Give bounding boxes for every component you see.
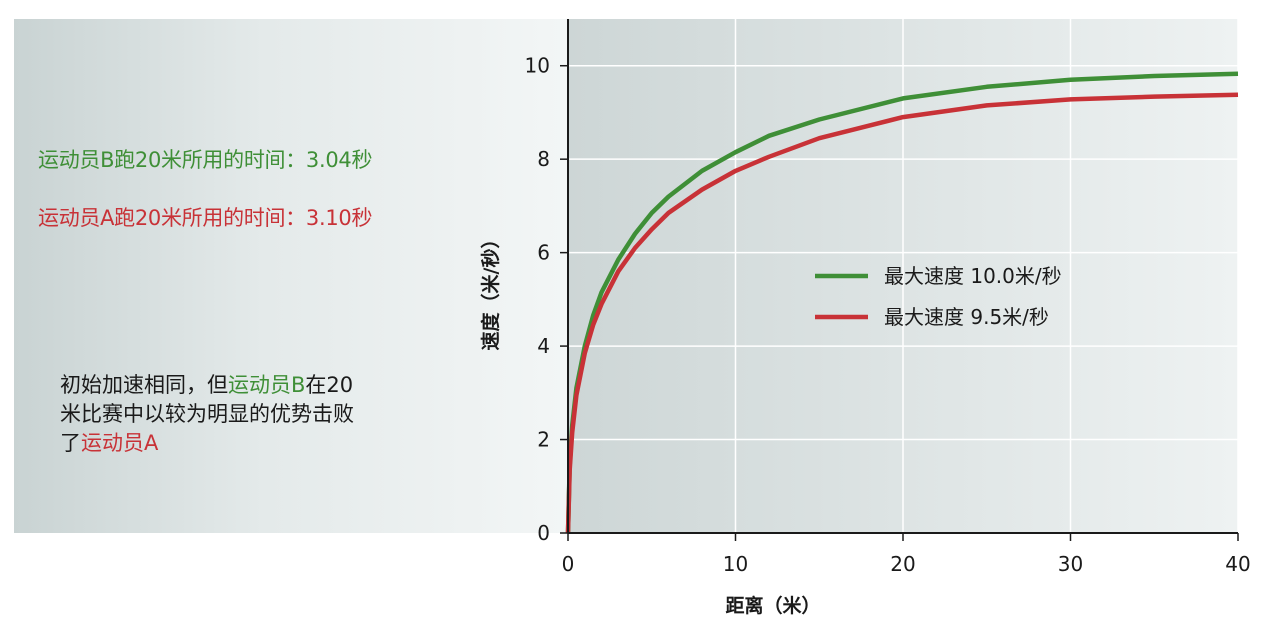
x-axis-title: 距离（米） bbox=[725, 594, 820, 617]
series-lines bbox=[565, 71, 1239, 534]
axes bbox=[560, 19, 1239, 541]
y-tick-label: 2 bbox=[537, 428, 550, 452]
legend-label-2: 最大速度 9.5米/秒 bbox=[884, 305, 1049, 329]
y-tick-label: 6 bbox=[537, 241, 550, 265]
caption-line2: 米比赛中以较为明显的优势击败 bbox=[60, 402, 354, 426]
caption-line3-start: 了 bbox=[60, 431, 81, 455]
caption-athlete-a: 运动员A bbox=[81, 431, 159, 455]
legend-label-1: 最大速度 10.0米/秒 bbox=[884, 264, 1062, 288]
x-tick-label: 40 bbox=[1225, 552, 1250, 576]
caption-text: 初始加速相同，但运动员B在20 米比赛中以较为明显的优势击败 了运动员A bbox=[60, 371, 480, 458]
info-panel-background bbox=[14, 19, 570, 533]
athlete-a-time-note: 运动员A跑20米所用的时间：3.10秒 bbox=[38, 206, 373, 230]
y-tick-label: 4 bbox=[537, 334, 550, 358]
series-line-2 bbox=[565, 92, 1239, 534]
caption-line1-end: 在20 bbox=[305, 373, 354, 397]
x-tick-label: 20 bbox=[890, 552, 915, 576]
x-tick-label: 0 bbox=[562, 552, 575, 576]
caption-line1-start: 初始加速相同，但 bbox=[60, 373, 228, 397]
y-tick-label: 0 bbox=[537, 521, 550, 545]
x-tick-label: 30 bbox=[1058, 552, 1083, 576]
y-tick-label: 10 bbox=[525, 54, 550, 78]
y-axis-title: 速度（米/秒） bbox=[479, 230, 502, 351]
athlete-b-time-note: 运动员B跑20米所用的时间：3.04秒 bbox=[38, 148, 373, 172]
tick-labels: 0 10 20 30 40 0 2 4 6 8 10 bbox=[525, 54, 1251, 576]
grid-lines bbox=[568, 19, 1239, 533]
x-tick-label: 10 bbox=[723, 552, 748, 576]
y-tick-label: 8 bbox=[537, 147, 550, 171]
caption-athlete-b: 运动员B bbox=[228, 373, 306, 397]
